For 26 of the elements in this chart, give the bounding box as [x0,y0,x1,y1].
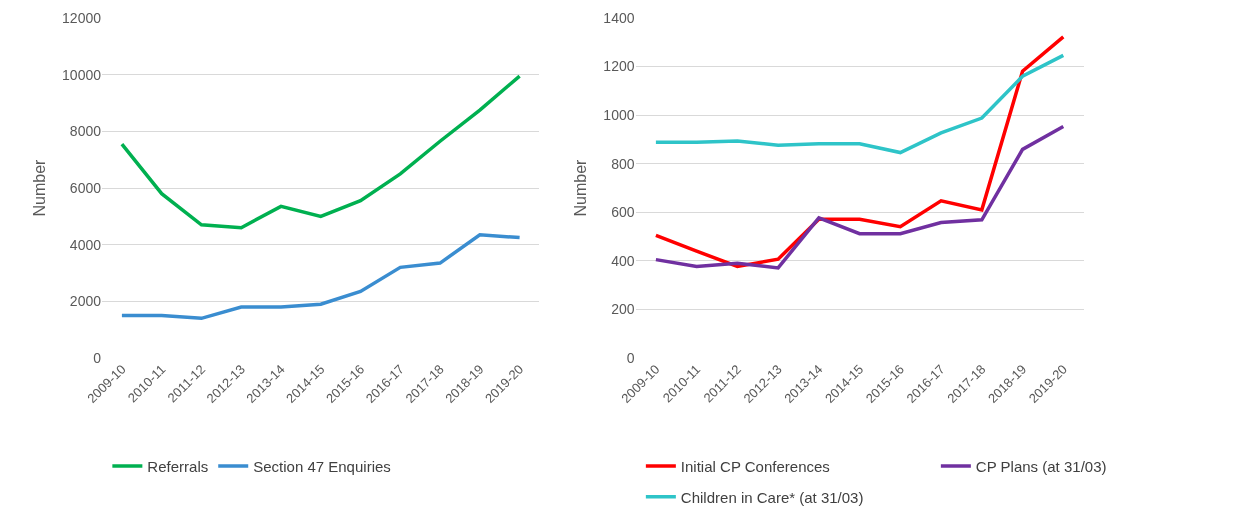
line-series [120,233,522,321]
y-tick-label: 400 [611,252,635,269]
y-axis-title: Number [572,158,590,217]
y-tick-label: 0 [93,349,102,366]
y-tick-label: 0 [626,349,635,366]
y-tick-label: 6000 [69,179,102,196]
y-tick-label: 10000 [62,66,102,83]
legend-label: CP Plans (at 31/03) [975,457,1107,475]
y-tick-label: 4000 [69,236,102,253]
legend-label: Section 47 Enquiries [253,457,391,475]
line-series [654,53,1066,155]
y-tick-label: 8000 [69,123,102,140]
y-tick-label: 1400 [603,9,635,26]
y-tick-label: 1200 [603,58,635,75]
y-tick-label: 2000 [69,293,102,310]
legend-label: Referrals [147,457,209,475]
legend-label: Children in Care* (at 31/03) [680,488,864,506]
y-axis-title: Number [30,158,48,217]
line-series [654,124,1066,270]
y-tick-label: 800 [611,155,635,172]
y-tick-label: 600 [611,204,635,221]
y-tick-label: 1000 [603,107,635,124]
y-tick-label: 12000 [62,9,102,26]
line-series [120,74,522,230]
y-tick-label: 200 [611,301,635,318]
legend-label: Initial CP Conferences [680,457,830,475]
